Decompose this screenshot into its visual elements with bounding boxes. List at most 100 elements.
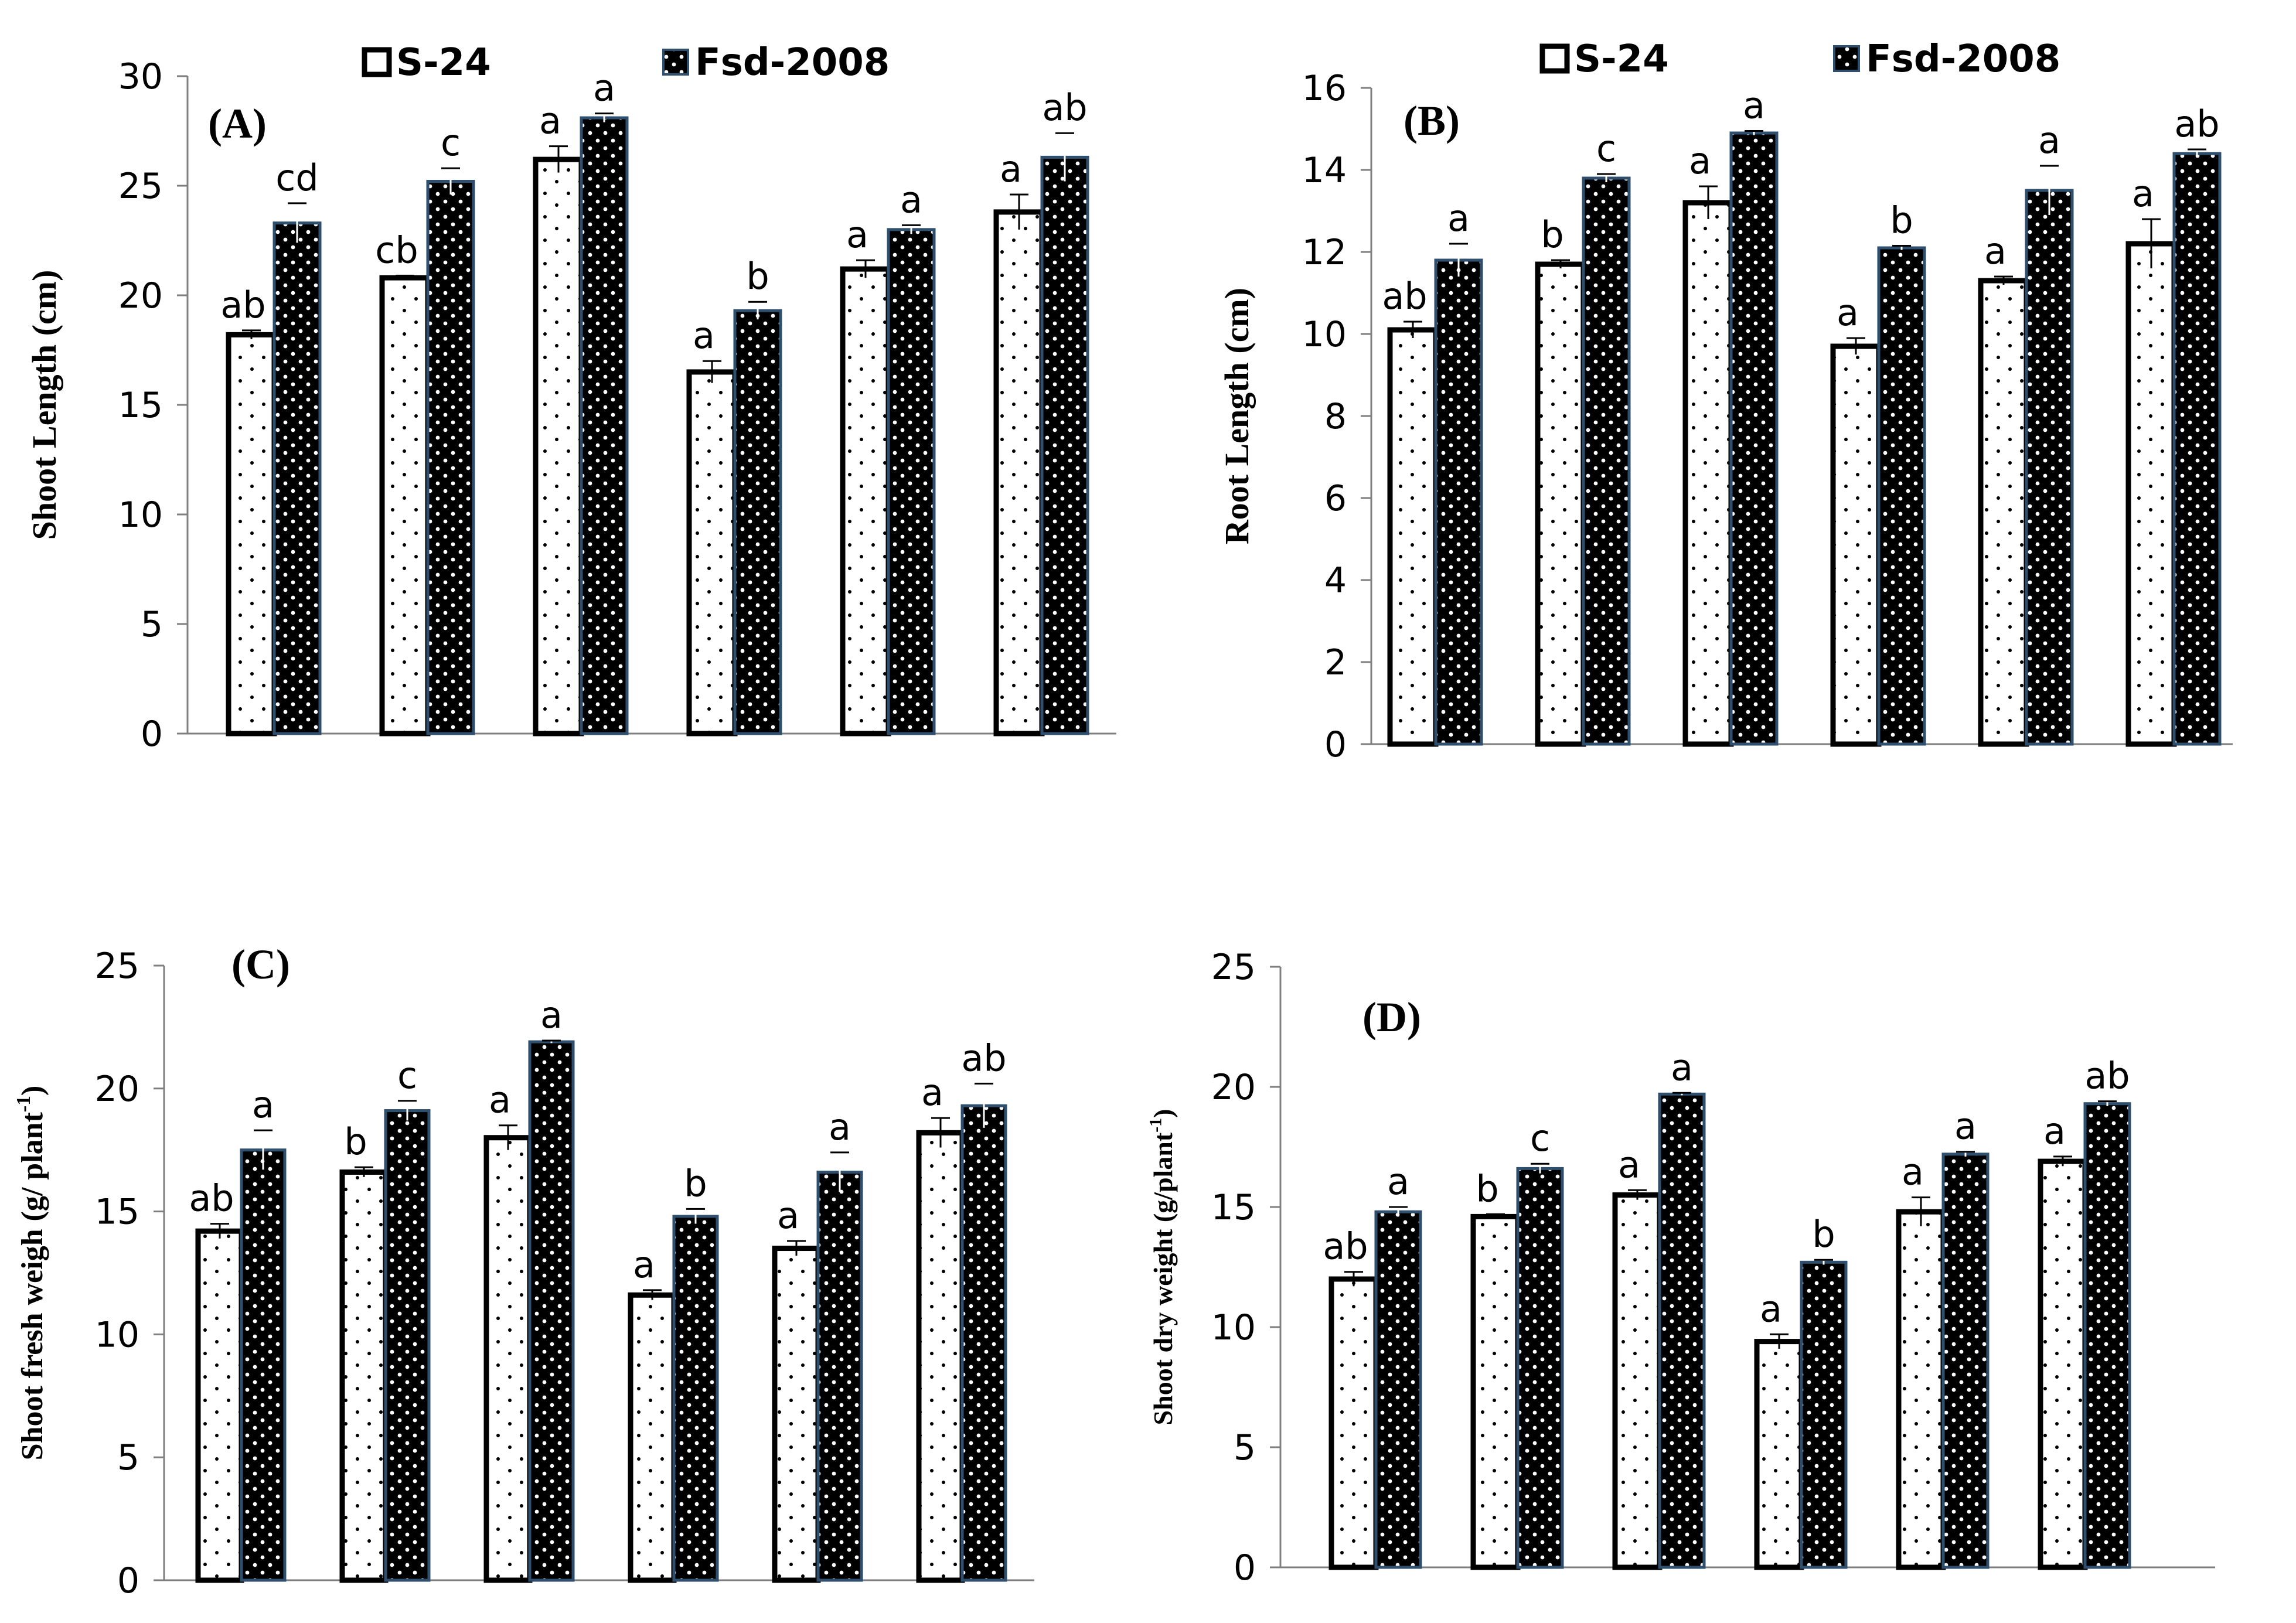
bar-s24-1 <box>1387 327 1439 747</box>
bar-fsd2008-2 <box>426 180 475 735</box>
error-bar <box>441 167 460 195</box>
y-tick-label: 0 <box>141 714 163 755</box>
bar-s24-6 <box>916 1130 965 1583</box>
error-bar <box>1892 245 1911 250</box>
error-bar <box>1404 320 1422 338</box>
legend-label-s24: S-24 <box>1574 37 1669 81</box>
significance-letter: a <box>829 1106 851 1148</box>
error-bar <box>542 1039 561 1044</box>
significance-letter: c <box>441 121 461 164</box>
significance-letter: a <box>540 994 563 1036</box>
panel-label: (D) <box>1362 994 1421 1041</box>
y-tick-label: 5 <box>141 604 163 645</box>
error-bar <box>748 301 767 320</box>
bar-fsd2008-1 <box>272 221 322 735</box>
error-bar <box>1994 275 2013 285</box>
chart-panel-c: 0 5 10 15 20 25 Shoot fresh weigh (g/ plant-1)… <box>13 941 1034 1601</box>
y-tick-label: 0 <box>1324 724 1347 765</box>
y-tick-label: 25 <box>1211 947 1256 988</box>
significance-letter: b <box>1541 213 1563 256</box>
significance-letter: ab <box>2084 1055 2130 1097</box>
error-bar <box>396 274 414 280</box>
bar-s24-5 <box>1978 278 2029 747</box>
bar-fsd2008-6 <box>2083 1102 2131 1569</box>
bar-fsd2008-6 <box>960 1104 1007 1582</box>
significance-letter: a <box>1760 1287 1782 1330</box>
bar-s24-4 <box>628 1292 677 1583</box>
significance-letter: a <box>593 67 615 110</box>
error-bar <box>703 360 721 383</box>
y-tick-label: 15 <box>95 1192 139 1233</box>
significance-letter: a <box>1984 230 2007 272</box>
significance-letter: cd <box>275 156 318 199</box>
error-bar <box>2053 1155 2072 1167</box>
bar-s24-2 <box>1470 1213 1521 1570</box>
bar-s24-3 <box>1612 1192 1663 1570</box>
y-tick-label: 25 <box>118 166 163 207</box>
error-bar <box>2142 218 2161 268</box>
legend-label-fsd2008: Fsd-2008 <box>1866 37 2060 81</box>
error-bar <box>1597 173 1616 182</box>
legend-label-s24: S-24 <box>396 41 491 84</box>
error-bar <box>856 259 875 278</box>
legend-swatch-fsd2008 <box>662 49 689 76</box>
significance-letter: a <box>846 213 868 256</box>
significance-letter: a <box>1689 139 1711 182</box>
bar-s24-5 <box>1896 1209 1946 1570</box>
error-bar <box>643 1289 662 1300</box>
error-bar <box>355 1166 373 1177</box>
significance-letter: b <box>1476 1167 1498 1210</box>
y-tick-label: 30 <box>118 56 163 97</box>
significance-letter: ab <box>220 284 265 326</box>
legend: S-24 Fsd-2008 <box>1539 37 2060 81</box>
y-tick-label: 14 <box>1302 150 1347 191</box>
error-bar <box>499 1124 517 1150</box>
y-tick-label: 2 <box>1324 642 1347 683</box>
legend-swatch-s24 <box>362 47 392 77</box>
bar-fsd2008-6 <box>2172 152 2222 746</box>
bar-s24-5 <box>772 1246 821 1583</box>
chart-panel-b: 0 2 4 6 8 10 12 14 16 Root Length (cm) (B) S-24 Fsd-… <box>1218 37 2233 765</box>
bar-fsd2008-5 <box>816 1170 863 1582</box>
error-bar <box>1956 1151 1975 1157</box>
panel-label: (A) <box>208 100 267 147</box>
bar-s24-4 <box>1754 1339 1804 1570</box>
bar-s24-4 <box>1830 343 1882 747</box>
significance-letter: b <box>1812 1213 1835 1256</box>
error-bar <box>1672 1092 1691 1096</box>
bar-s24-1 <box>195 1228 244 1583</box>
significance-letter: ab <box>1323 1225 1368 1268</box>
y-tick-label: 10 <box>1302 314 1347 355</box>
significance-letter: a <box>900 178 922 221</box>
legend: S-24 Fsd-2008 <box>362 41 890 84</box>
error-bar <box>2040 165 2059 215</box>
error-bar <box>902 224 921 234</box>
error-bar <box>595 112 614 122</box>
y-tick-label: 0 <box>1234 1547 1256 1588</box>
significance-letter: a <box>1618 1143 1640 1186</box>
bar-fsd2008-2 <box>1516 1167 1564 1569</box>
significance-letter: a <box>489 1079 511 1121</box>
error-bar <box>2098 1100 2117 1106</box>
y-tick-label: 5 <box>1234 1427 1256 1468</box>
bar-s24-2 <box>379 275 431 737</box>
significance-letter: c <box>1596 127 1616 170</box>
significance-letter: cb <box>375 229 418 271</box>
y-tick-label: 20 <box>118 275 163 316</box>
error-bar <box>975 1082 993 1128</box>
y-tick-label: 6 <box>1324 478 1347 519</box>
error-bar <box>1628 1189 1647 1200</box>
y-tick-label: 20 <box>95 1069 139 1110</box>
significance-letter: c <box>397 1054 417 1097</box>
y-tick-label: 8 <box>1324 396 1347 437</box>
bar-fsd2008-4 <box>733 309 782 735</box>
error-bar <box>1344 1271 1363 1287</box>
bar-fsd2008-5 <box>2025 189 2074 746</box>
y-tick-label: 15 <box>118 385 163 426</box>
bar-fsd2008-4 <box>1800 1260 1848 1569</box>
error-bar <box>288 202 306 243</box>
y-axis-title: Root Length (cm) <box>1218 288 1256 544</box>
significance-letter: ab <box>1382 275 1427 318</box>
bar-fsd2008-2 <box>384 1109 431 1582</box>
